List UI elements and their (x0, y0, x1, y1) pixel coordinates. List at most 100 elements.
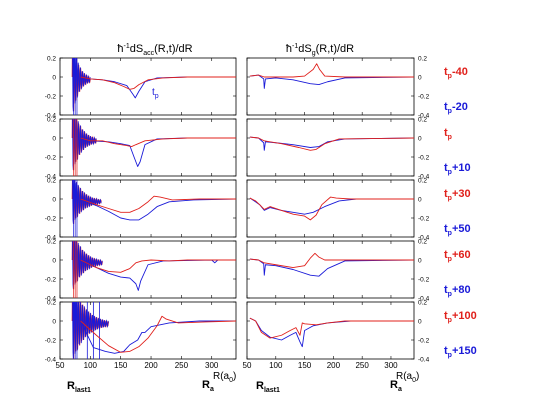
panel-frame (246, 118, 415, 177)
y-tick-label: -0.4 (45, 113, 57, 120)
y-tick-label: -0.2 (418, 155, 430, 162)
ra-marker-right: Ra (390, 379, 402, 393)
blue-oscillation-series (72, 302, 109, 359)
red-series-right-2 (249, 136, 414, 151)
panel-frame (246, 179, 415, 238)
y-tick-label: -0.4 (418, 296, 430, 303)
y-tick-label: 0.2 (47, 178, 56, 185)
y-tick-label: 0.2 (418, 300, 427, 307)
x-tick-label: 150 (298, 361, 312, 370)
red-series-right-5 (249, 317, 414, 339)
y-tick-label: 0.2 (47, 56, 56, 63)
x-tick-label: 300 (384, 361, 398, 370)
rlast1-marker-left: Rlast1 (67, 380, 91, 394)
panel-grid: 0.20-0.2-0.40.20-0.2-0.40.20-0.2-0.40.20… (45, 56, 477, 371)
y-tick-label: -0.2 (45, 155, 57, 162)
y-tick-label: 0.2 (418, 239, 427, 246)
red-series-label: tp (444, 127, 452, 141)
y-tick-label: 0 (52, 319, 56, 326)
y-tick-label: 0.2 (418, 56, 427, 63)
y-tick-label: 0 (52, 258, 56, 265)
blue-series-left-4 (80, 259, 236, 291)
y-tick-label: -0.2 (45, 94, 57, 101)
y-tick-label: 0 (418, 197, 422, 204)
red-series-label: tp+100 (444, 310, 477, 324)
y-tick-label: -0.2 (418, 216, 430, 223)
blue-oscillation-series (72, 119, 97, 170)
y-tick-label: -0.2 (45, 216, 57, 223)
red-series-label: tp+60 (444, 249, 471, 263)
blue-series-label: tp+150 (444, 345, 477, 359)
left-panel-2: 0.2 0 -0.2 -0.4 (45, 117, 237, 181)
y-tick-label: -0.4 (418, 113, 430, 120)
panel-frame (59, 57, 237, 116)
panel-frame (246, 240, 415, 299)
red-series-left-1 (80, 76, 236, 90)
y-tick-label: -0.2 (418, 338, 430, 345)
x-tick-label: 250 (355, 361, 369, 370)
y-tick-label: 0.2 (47, 117, 56, 124)
left-panel-4: 0.2 0 -0.2 -0.4 (45, 239, 237, 303)
blue-series-left-3 (80, 198, 236, 221)
red-series-left-3 (80, 195, 236, 213)
red-series-label: tp-40 (444, 66, 468, 80)
x-tick-label: 200 (144, 361, 158, 370)
y-tick-label: -0.4 (45, 296, 57, 303)
y-tick-label: 0.2 (418, 178, 427, 185)
y-tick-label: -0.2 (418, 94, 430, 101)
blue-series-label: tp+10 (444, 162, 471, 176)
rlast1-marker-right: Rlast1 (256, 380, 280, 394)
right-column-title: ħ-1dSg(R,t)/dR (286, 43, 354, 57)
right-panel-4: 0.2 0 -0.2 -0.4 tp+60 tp+80 (246, 239, 471, 303)
y-tick-label: 0 (52, 136, 56, 143)
x-tick-label: 50 (56, 361, 65, 370)
x-tick-label: 150 (114, 361, 128, 370)
x-tick-label: 100 (84, 361, 98, 370)
y-tick-label: 0.2 (47, 300, 56, 307)
blue-series-right-1 (249, 74, 414, 89)
panel-frame (59, 301, 237, 360)
left-panel-1: 0.2 0 -0.2 -0.4 (45, 56, 237, 120)
ra-marker-left: Ra (202, 379, 214, 393)
red-series-left-5 (80, 315, 236, 353)
y-tick-label: 0 (52, 197, 56, 204)
y-tick-label: 0 (52, 75, 56, 82)
left-column-title: ħ-1dSacc(R,t)/dR (117, 43, 192, 57)
y-tick-label: -0.2 (45, 277, 57, 284)
left-panel-5: 0.2 0 -0.2 -0.450 100 150 200 250 300 (45, 300, 237, 370)
x-tick-label: 250 (175, 361, 189, 370)
right-panel-5: 0.2 0 -0.2 -0.4 50 100 150 200 250 300 tp+100 tp+15… (243, 300, 477, 371)
panel-frame (59, 118, 237, 177)
y-tick-label: -0.2 (45, 338, 57, 345)
right-panel-2: 0.2 0 -0.2 -0.4 tp tp+10 (246, 117, 471, 181)
left-panel-3: 0.2 0 -0.2 -0.4 (45, 178, 237, 242)
blue-series-right-4 (249, 258, 414, 277)
panel-frame (59, 240, 237, 299)
y-tick-label: 0.2 (418, 117, 427, 124)
blue-series-label: tp+80 (444, 284, 471, 298)
y-tick-label: 0 (418, 136, 422, 143)
y-tick-label: -0.4 (45, 235, 57, 242)
x-tick-label: 50 (243, 361, 252, 370)
x-tick-label: 200 (327, 361, 341, 370)
y-tick-label: 0 (418, 258, 422, 265)
y-tick-label: -0.4 (45, 357, 57, 364)
panel-frame (59, 179, 237, 238)
x-axis-label-left: R(a0) (213, 371, 236, 384)
blue-series-label: tp+50 (444, 223, 471, 237)
y-tick-label: -0.2 (418, 277, 430, 284)
x-tick-label: 300 (205, 361, 219, 370)
blue-series-label: tp-20 (444, 101, 468, 115)
y-tick-label: -0.4 (45, 174, 57, 181)
blue-series-right-2 (249, 136, 414, 151)
red-series-left-4 (80, 259, 236, 273)
panel-frame (246, 57, 415, 116)
y-tick-label: -0.4 (418, 235, 430, 242)
y-tick-label: 0 (418, 319, 422, 326)
blue-series-left-2 (80, 137, 236, 167)
red-series-right-4 (249, 252, 414, 269)
right-panel-1: 0.2 0 -0.2 -0.4 tp-40 tp-20 (246, 56, 468, 120)
y-tick-label: 0 (418, 75, 422, 82)
blue-series-left-5 (80, 320, 236, 354)
